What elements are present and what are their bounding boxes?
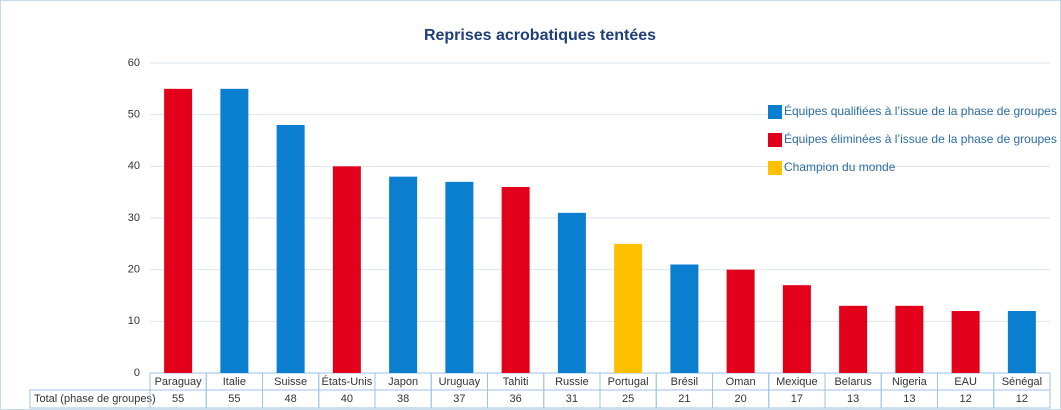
bar [220,88,249,373]
bar [445,181,474,373]
table-value: 17 [791,393,803,405]
legend-swatch [768,105,782,119]
y-tick-label: 10 [128,315,140,327]
table-value: 12 [960,393,972,405]
legend-swatch [768,161,782,175]
table-value: 31 [566,393,578,405]
table-value: 13 [847,393,859,405]
x-tick-label: Uruguay [439,376,481,388]
table-value: 48 [285,393,297,405]
table-value: 38 [397,393,409,405]
value-cell [993,389,1051,409]
table-value: 12 [1016,393,1028,405]
x-tick-label: Mexique [776,376,818,388]
x-tick-label: Oman [726,376,756,388]
bar [389,176,418,373]
bar [557,212,586,373]
bar [501,187,530,373]
x-tick-label: Paraguay [155,376,203,388]
bar [332,166,361,373]
x-tick-label: Suisse [274,376,307,388]
x-tick-label: Brésil [671,376,699,388]
bar [895,305,924,373]
x-tick-label: EAU [954,376,977,388]
bar [276,125,305,373]
bar [614,243,643,373]
x-tick-label: Japon [388,376,418,388]
bar [670,264,699,373]
y-tick-label: 40 [128,160,140,172]
table-value: 55 [228,393,240,405]
x-tick-label: Belarus [834,376,872,388]
table-value: 13 [903,393,915,405]
y-tick-label: 30 [128,212,140,224]
legend-label: Équipes éliminées à l’issue de la phase … [784,131,1057,146]
bar [726,269,755,373]
table-value: 37 [453,393,465,405]
x-tick-label: Italie [223,376,246,388]
table-value: 21 [678,393,690,405]
x-tick-label: Tahiti [503,376,529,388]
chart-title: Reprises acrobatiques tentées [424,27,656,44]
table-value: 40 [341,393,353,405]
y-tick-label: 0 [134,367,140,379]
x-tick-label: Portugal [608,376,649,388]
x-tick-label: Russie [555,376,589,388]
table-value: 36 [510,393,522,405]
bar [951,311,980,373]
bar [1007,311,1036,373]
y-tick-label: 60 [128,57,140,69]
x-tick-label: Sénégal [1002,376,1042,388]
table-value: 55 [172,393,184,405]
x-tick-label: Nigeria [892,376,928,388]
bar [782,285,811,373]
legend-label: Équipes qualifiées à l’issue de la phase… [784,103,1057,118]
table-value: 25 [622,393,634,405]
table-value: 20 [735,393,747,405]
legend-label: Champion du monde [784,160,896,174]
legend-swatch [768,133,782,147]
bar [839,305,868,373]
x-tick-label: États-Unis [322,375,373,388]
bar [164,88,193,373]
y-tick-label: 20 [128,264,140,276]
y-tick-label: 50 [128,109,140,121]
table-label: Total (phase de groupes) [34,393,156,405]
